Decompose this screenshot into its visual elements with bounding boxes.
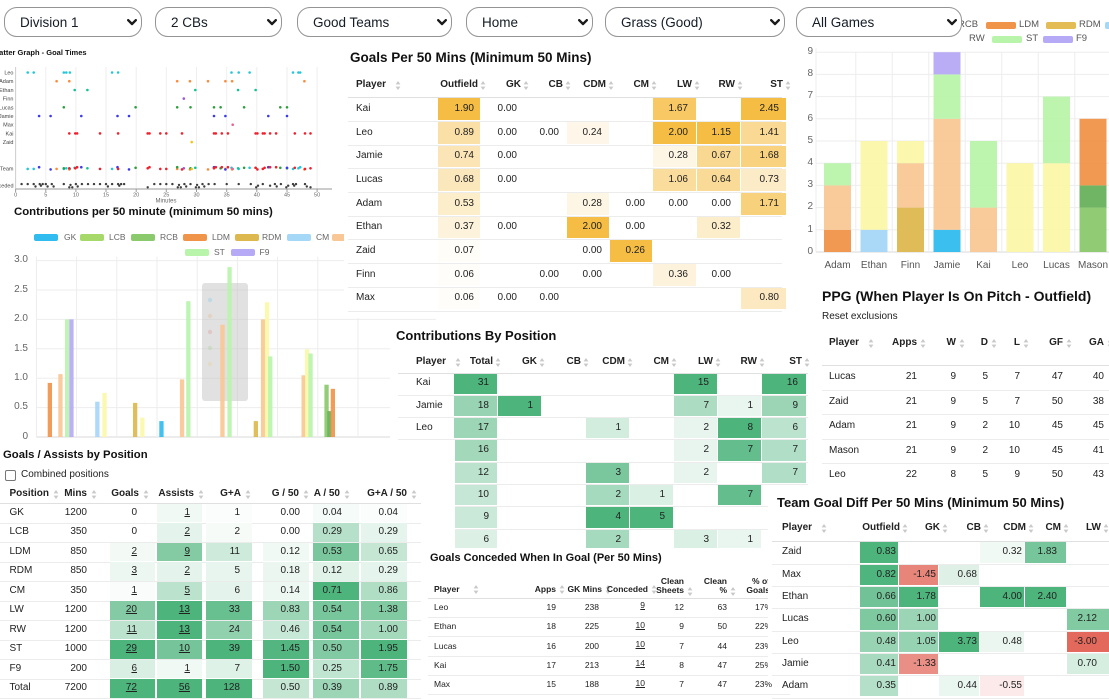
svg-text:25: 25	[163, 193, 169, 199]
svg-text:Minutes: Minutes	[155, 199, 176, 205]
svg-text:10: 10	[73, 193, 79, 199]
svg-text:30: 30	[193, 193, 199, 199]
svg-text:Lucas: Lucas	[0, 105, 14, 111]
svg-text:Adam: Adam	[0, 79, 14, 85]
svg-text:20: 20	[133, 193, 139, 199]
svg-text:0: 0	[14, 193, 17, 199]
svg-text:Finn: Finn	[3, 97, 14, 103]
svg-text:Max: Max	[3, 123, 14, 129]
svg-text:Team: Team	[0, 166, 14, 172]
svg-text:Zaid: Zaid	[3, 140, 14, 146]
svg-text:Leo: Leo	[4, 71, 13, 77]
svg-text:40: 40	[254, 193, 260, 199]
svg-text:Ethan: Ethan	[0, 88, 14, 94]
svg-text:Jamie: Jamie	[0, 114, 14, 120]
svg-text:45: 45	[284, 193, 290, 199]
svg-text:50: 50	[314, 193, 320, 199]
svg-text:35: 35	[224, 193, 230, 199]
svg-text:Conceded: Conceded	[0, 184, 14, 190]
svg-text:5: 5	[44, 193, 47, 199]
svg-text:15: 15	[103, 193, 109, 199]
svg-text:Kai: Kai	[6, 131, 14, 137]
